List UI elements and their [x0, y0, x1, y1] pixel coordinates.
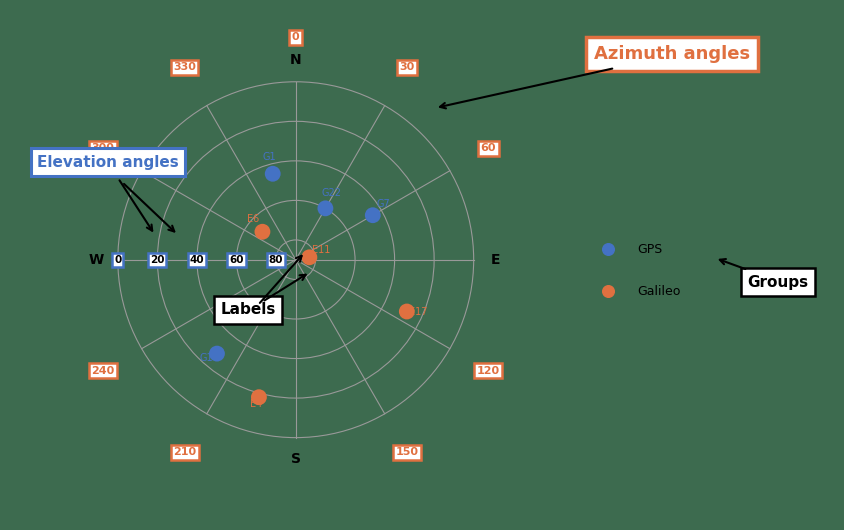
Text: 60: 60: [480, 144, 495, 154]
Text: 330: 330: [173, 62, 196, 72]
Text: 40: 40: [189, 255, 204, 264]
Point: [266, 170, 279, 178]
Text: 20: 20: [150, 255, 165, 264]
Text: E4: E4: [249, 399, 262, 409]
Text: G22: G22: [322, 188, 341, 198]
Text: 210: 210: [173, 447, 196, 457]
Text: G7: G7: [376, 199, 390, 209]
Point: [256, 227, 269, 236]
Text: N: N: [289, 54, 301, 67]
Point: [601, 245, 614, 253]
Text: Groups: Groups: [747, 275, 808, 289]
Text: 0: 0: [291, 32, 300, 42]
Point: [252, 393, 265, 401]
Text: Galileo: Galileo: [636, 285, 679, 298]
Text: 0: 0: [114, 255, 122, 264]
Text: G1: G1: [262, 152, 276, 162]
Point: [399, 307, 413, 316]
Text: 60: 60: [229, 255, 243, 264]
Text: 240: 240: [91, 366, 115, 376]
Point: [302, 253, 316, 261]
Text: E: E: [490, 253, 499, 267]
Text: 30: 30: [399, 62, 414, 72]
Point: [365, 211, 379, 219]
Text: E11: E11: [312, 245, 331, 255]
Text: 150: 150: [395, 447, 418, 457]
Text: G14: G14: [199, 353, 219, 363]
Text: Azimuth angles: Azimuth angles: [593, 45, 749, 63]
Text: 80: 80: [268, 255, 283, 264]
Text: 300: 300: [92, 144, 115, 154]
Text: W: W: [89, 253, 104, 267]
Text: E17: E17: [408, 307, 427, 317]
Text: E6: E6: [246, 214, 259, 224]
Text: Labels: Labels: [220, 303, 275, 317]
Text: GPS: GPS: [636, 243, 662, 256]
Text: Elevation angles: Elevation angles: [37, 155, 179, 170]
Text: 120: 120: [476, 366, 500, 376]
Point: [318, 204, 332, 213]
Point: [210, 349, 224, 358]
Text: S: S: [290, 452, 300, 466]
Point: [601, 287, 614, 296]
